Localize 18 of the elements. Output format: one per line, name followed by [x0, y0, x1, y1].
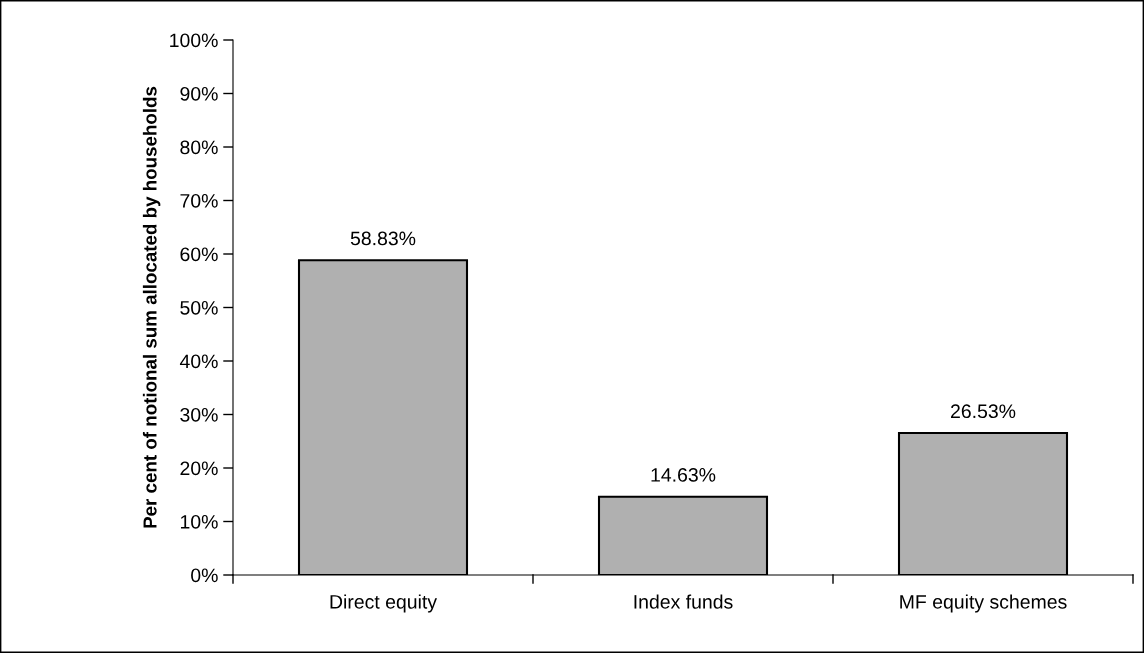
y-tick-label: 90%	[180, 86, 218, 101]
y-tick-label: 10%	[180, 514, 218, 529]
y-tick-label: 30%	[180, 407, 218, 422]
y-tick-label: 40%	[179, 354, 218, 369]
x-tick-label: Index funds	[634, 594, 733, 609]
y-tick-label: 100%	[170, 33, 218, 48]
data-label: 58.83%	[350, 231, 416, 246]
y-tick-label: 60%	[180, 247, 218, 262]
y-tick-label: 20%	[180, 461, 218, 476]
y-tick-label: 80%	[180, 140, 218, 155]
y-tick-label: 0%	[191, 568, 218, 583]
data-label: 14.63%	[651, 468, 716, 482]
x-tick-label: Direct equity	[330, 594, 437, 613]
data-label: 26.53%	[951, 404, 1016, 419]
y-axis-title: Per cent of notional sum allocated by households	[142, 86, 161, 528]
y-tick-label: 50%	[180, 300, 218, 315]
y-tick-label: 70%	[180, 193, 218, 208]
x-tick-label: MF equity schemes	[900, 594, 1067, 613]
